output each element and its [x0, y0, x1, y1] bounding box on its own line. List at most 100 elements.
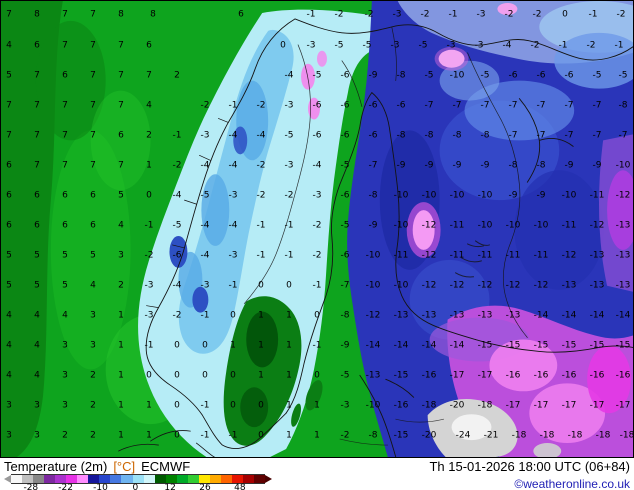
- temp-value: -6: [564, 70, 574, 81]
- temp-value: 1: [286, 310, 292, 321]
- temp-value: 0: [146, 370, 152, 381]
- temp-value: -14: [421, 340, 437, 351]
- temp-value: 4: [6, 310, 12, 321]
- color-scale-segment: [88, 475, 100, 483]
- temp-value: 0: [202, 370, 208, 381]
- temp-value: 0: [314, 310, 320, 321]
- temp-value: -6: [340, 70, 350, 81]
- pink-cold-spot: [412, 210, 435, 250]
- temp-value: -10: [393, 220, 409, 231]
- temp-value: 0: [258, 430, 264, 441]
- temp-value: 0: [562, 9, 568, 20]
- temp-value: -13: [615, 250, 631, 261]
- temp-value: 5: [34, 280, 40, 291]
- temp-value: 0: [174, 370, 180, 381]
- magenta-patch: [587, 345, 632, 414]
- model-name: ECMWF: [141, 459, 191, 474]
- temp-value: -6: [312, 100, 322, 111]
- temp-value: -8: [340, 310, 350, 321]
- temp-value: 8: [118, 9, 124, 20]
- temp-value: 3: [62, 400, 68, 411]
- temp-value: 0: [174, 340, 180, 351]
- temp-value: -1: [200, 430, 210, 441]
- temp-value: -11: [393, 250, 409, 261]
- temp-value: -6: [508, 70, 518, 81]
- temp-value: 1: [258, 310, 264, 321]
- temp-value: -1: [144, 340, 154, 351]
- color-scale-segment: [110, 475, 122, 483]
- temp-value: -13: [589, 250, 605, 261]
- temp-value: -2: [364, 9, 374, 20]
- temp-value: -17: [505, 400, 521, 411]
- temp-value: 3: [62, 340, 68, 351]
- temp-value: -2: [144, 250, 154, 261]
- temp-value: -2: [340, 430, 350, 441]
- temp-value: -5: [284, 130, 294, 141]
- pink-cold-spot: [438, 49, 465, 68]
- temp-value: -6: [340, 190, 350, 201]
- temp-value: -10: [505, 220, 521, 231]
- temp-value: -2: [420, 9, 430, 20]
- temp-value: 6: [238, 9, 244, 20]
- color-scale-segment: [242, 475, 255, 483]
- temp-value: -17: [449, 370, 465, 381]
- forecast-datetime: Th 15-01-2026 18:00 UTC (06+84): [429, 459, 630, 474]
- temp-value: 2: [174, 70, 180, 81]
- temp-value: -6: [340, 100, 350, 111]
- temp-value: 0: [174, 400, 180, 411]
- temp-value: -18: [511, 430, 527, 441]
- temp-value: -2: [256, 190, 266, 201]
- temp-value: 1: [286, 430, 292, 441]
- temp-value: -6: [368, 100, 378, 111]
- temp-value: -10: [421, 190, 437, 201]
- temp-value: 3: [34, 430, 40, 441]
- temp-value: 7: [62, 9, 68, 20]
- color-scale-segment: [254, 475, 266, 483]
- temp-value: -7: [480, 100, 490, 111]
- temp-value: -10: [449, 190, 465, 201]
- temp-value: 6: [34, 220, 40, 231]
- temp-value: -8: [368, 190, 378, 201]
- temp-value: 4: [6, 40, 12, 51]
- temp-value: 7: [118, 70, 124, 81]
- color-scale-segment: [187, 475, 199, 483]
- temp-value: -8: [536, 160, 546, 171]
- temp-value: -15: [393, 430, 409, 441]
- temp-value: -4: [312, 160, 322, 171]
- temp-value: 7: [62, 130, 68, 141]
- green-patch: [50, 130, 131, 370]
- temp-value: -5: [362, 40, 372, 51]
- temp-value: -2: [532, 9, 542, 20]
- temp-value: -17: [477, 370, 493, 381]
- temp-value: -12: [589, 220, 605, 231]
- temp-value: 2: [62, 430, 68, 441]
- magenta-patch: [607, 170, 633, 250]
- temperature-map: [1, 1, 633, 457]
- temp-value: -5: [312, 70, 322, 81]
- temp-value: -14: [449, 340, 465, 351]
- temp-value: 1: [286, 370, 292, 381]
- temp-value: 0: [230, 370, 236, 381]
- temp-value: -3: [474, 40, 484, 51]
- temp-value: 0: [146, 190, 152, 201]
- temp-value: 0: [230, 310, 236, 321]
- temp-value: 4: [146, 100, 152, 111]
- temp-value: -8: [396, 70, 406, 81]
- map-area: 7 8 7 7 8 8 6 -1 -2 -2 -3 -2 -1 -3 -2 -2 0 -1 -2 4 6 7 7 7 6 0 -3-…: [0, 0, 634, 458]
- temp-value: -21: [483, 430, 499, 441]
- temp-value: -12: [561, 250, 577, 261]
- color-scale-segment: [55, 475, 67, 483]
- color-scale-ticks: -28 -22 -10 0 12 26 48: [4, 483, 272, 490]
- temp-value: 1: [286, 340, 292, 351]
- temp-value: -1: [200, 400, 210, 411]
- temp-value: 4: [118, 220, 124, 231]
- temp-value: -3: [284, 160, 294, 171]
- temp-value: -14: [561, 310, 577, 321]
- color-scale-segment: [231, 475, 243, 483]
- temp-value: 0: [258, 400, 264, 411]
- temp-value: -9: [424, 160, 434, 171]
- temp-value: 5: [62, 250, 68, 261]
- temp-value: -3: [446, 40, 456, 51]
- temp-value: -3: [284, 100, 294, 111]
- color-scale-segment: [121, 475, 133, 483]
